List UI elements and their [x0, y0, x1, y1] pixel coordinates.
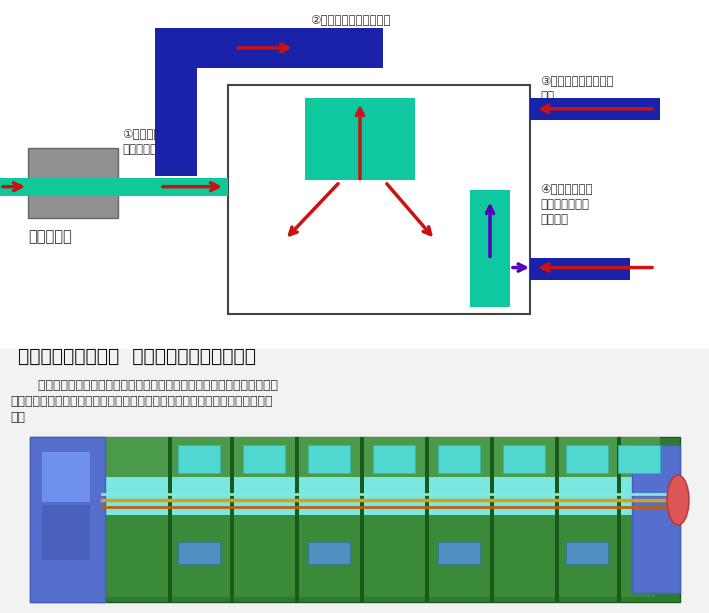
Bar — [100, 515, 655, 597]
Bar — [566, 542, 608, 564]
Bar — [490, 437, 494, 602]
Bar — [295, 437, 299, 602]
Bar — [470, 189, 510, 308]
Bar — [28, 148, 118, 218]
Bar — [618, 445, 660, 473]
Bar — [503, 445, 545, 473]
Bar — [308, 445, 350, 473]
Text: ③由墙洞引入直接送入: ③由墙洞引入直接送入 — [540, 75, 613, 88]
Bar — [438, 445, 480, 473]
Bar — [425, 437, 429, 602]
Bar — [617, 437, 621, 602]
Bar — [168, 437, 172, 602]
Bar — [438, 542, 480, 564]
Bar — [0, 178, 228, 196]
Bar — [30, 437, 105, 602]
Text: 经风机盘管送入房间: 经风机盘管送入房间 — [310, 28, 373, 41]
Bar — [373, 445, 415, 473]
Bar — [305, 98, 415, 180]
Text: 新风空调箱: 新风空调箱 — [28, 230, 72, 245]
Bar — [100, 477, 655, 515]
Text: 送入房间: 送入房间 — [540, 213, 568, 226]
Bar — [228, 85, 530, 314]
Ellipse shape — [667, 475, 689, 525]
Bar — [178, 542, 220, 564]
Text: 风机盘管处理后: 风机盘管处理后 — [540, 197, 589, 211]
Bar — [632, 445, 680, 593]
Bar — [42, 452, 90, 502]
Bar — [530, 257, 630, 280]
Bar — [530, 98, 660, 120]
Text: 盘管）对室内循环空气作局部处理，兼具前两种系统特点的系统称为半集中式系: 盘管）对室内循环空气作局部处理，兼具前两种系统特点的系统称为半集中式系 — [10, 395, 272, 408]
Bar — [243, 445, 285, 473]
Bar — [360, 437, 364, 602]
Bar — [230, 437, 234, 602]
Text: 房间: 房间 — [540, 90, 554, 103]
Bar — [100, 437, 660, 487]
Text: 既有对新风的集中处理与输配，又能借设在空调房间的末端装置（如风机: 既有对新风的集中处理与输配，又能借设在空调房间的末端装置（如风机 — [22, 379, 278, 392]
Bar — [178, 445, 220, 473]
Text: 统。: 统。 — [10, 411, 25, 424]
Bar — [155, 28, 197, 176]
Bar — [30, 437, 680, 602]
Bar — [566, 445, 608, 473]
Text: ①新风由新风机组独: ①新风由新风机组独 — [122, 128, 189, 141]
Text: 立送入房间: 立送入房间 — [122, 143, 157, 156]
Bar — [155, 28, 383, 68]
Text: ②新风由新风机组处理后: ②新风由新风机组处理后 — [310, 14, 391, 27]
Bar — [42, 505, 90, 560]
Text: ④由墙洞引入经: ④由墙洞引入经 — [540, 183, 593, 196]
Bar — [308, 542, 350, 564]
Text: 半集中式空调系统：  （风机盘管＋新风机组）: 半集中式空调系统： （风机盘管＋新风机组） — [18, 347, 256, 366]
Bar — [555, 437, 559, 602]
